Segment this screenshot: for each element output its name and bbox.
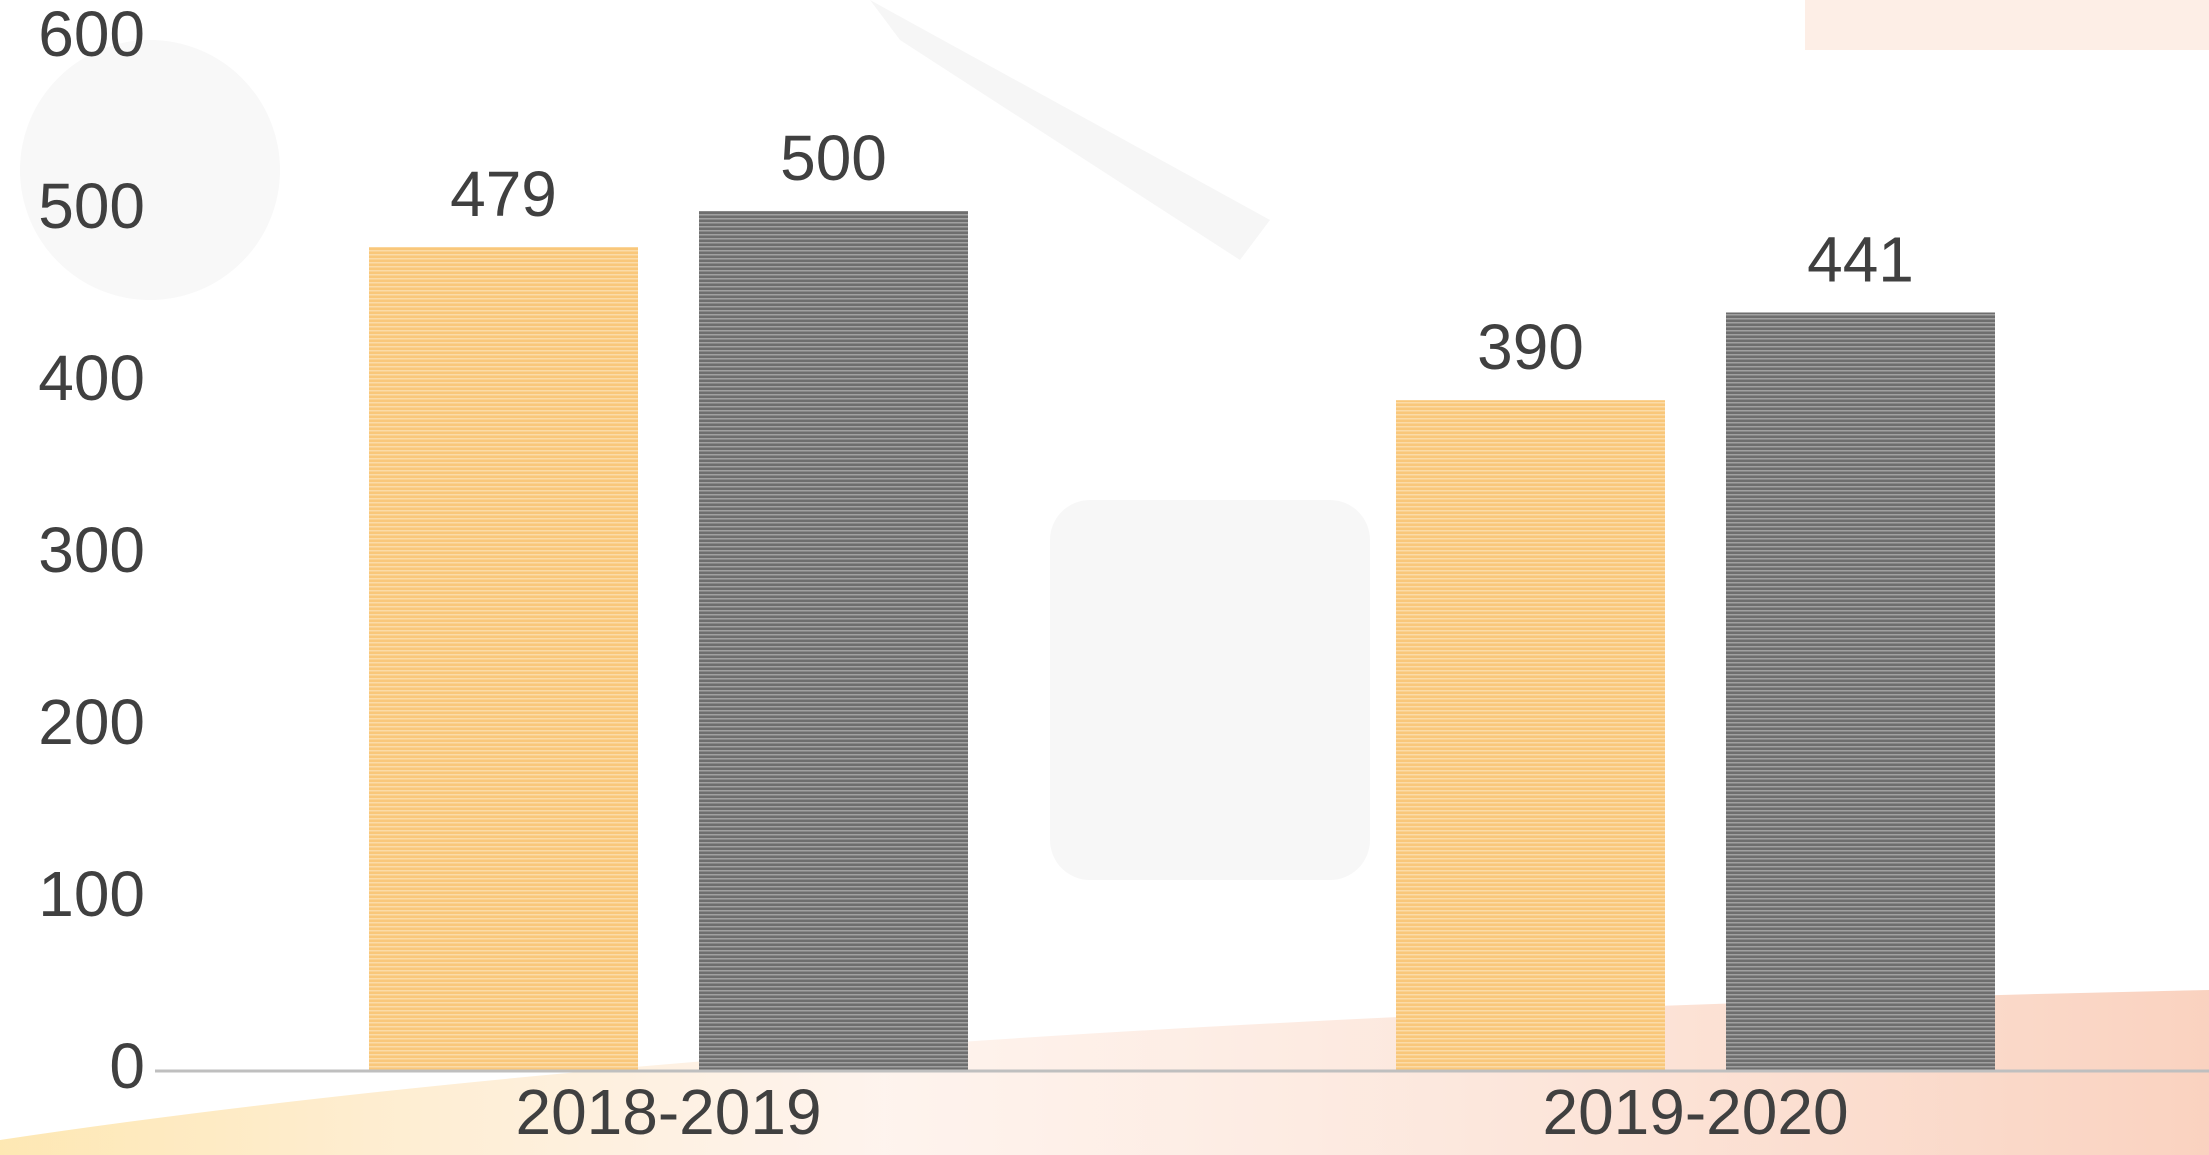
bar [699, 211, 968, 1071]
y-tick-label: 100 [38, 858, 145, 930]
y-tick-label: 300 [38, 514, 145, 586]
page: 0 100 200 300 400 500 600 2018-2019 479 500 2019-2… [0, 0, 2209, 1155]
bar [1726, 312, 1995, 1071]
y-tick-label: 500 [38, 170, 145, 242]
y-tick-label: 0 [109, 1030, 145, 1102]
data-label: 479 [450, 158, 557, 230]
data-label: 441 [1807, 223, 1914, 295]
data-label: 390 [1477, 311, 1584, 383]
data-label: 500 [780, 122, 887, 194]
y-tick-label: 600 [38, 0, 145, 70]
chart: 0 100 200 300 400 500 600 2018-2019 479 500 2019-2… [0, 0, 2209, 1155]
x-tick-label: 2019-2020 [1542, 1076, 1848, 1148]
y-tick-label: 400 [38, 342, 145, 414]
bar [1396, 400, 1665, 1071]
y-tick-label: 200 [38, 686, 145, 758]
x-tick-label: 2018-2019 [515, 1076, 821, 1148]
bar [369, 247, 638, 1071]
